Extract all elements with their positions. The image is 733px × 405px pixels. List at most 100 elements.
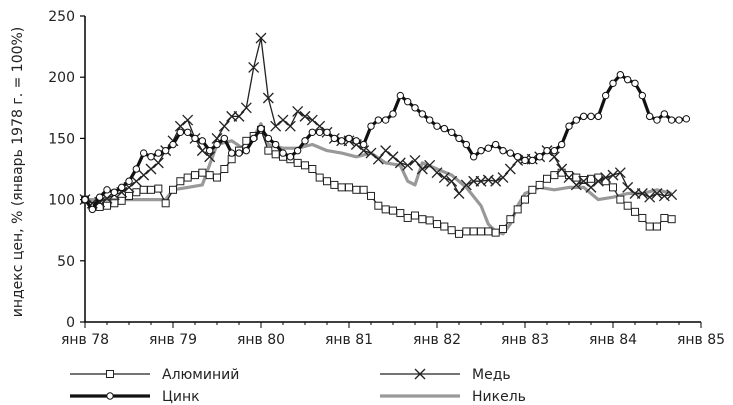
x-marker-stroke	[365, 147, 377, 159]
x-tick-label: янв 80	[237, 332, 285, 348]
data-point	[169, 140, 177, 149]
data-point	[81, 195, 89, 204]
x-tick-label: янв 83	[501, 332, 549, 348]
x-marker-stroke	[424, 159, 436, 171]
x-marker-stroke	[644, 191, 656, 203]
x-marker-stroke	[585, 181, 597, 193]
data-point	[213, 173, 221, 182]
data-point	[365, 147, 377, 159]
data-point	[477, 146, 485, 155]
data-point	[609, 183, 617, 192]
data-point	[235, 149, 243, 157]
data-point	[205, 171, 214, 180]
data-point	[213, 140, 221, 149]
data-point	[367, 122, 375, 130]
data-point	[666, 189, 678, 201]
data-point	[293, 158, 302, 167]
data-point	[462, 227, 471, 236]
data-point	[453, 188, 465, 199]
data-point	[191, 171, 199, 180]
data-point	[389, 206, 397, 215]
x-marker-stroke	[240, 102, 252, 114]
data-point	[587, 112, 595, 121]
y-tick-label: 100	[48, 193, 75, 209]
data-point	[293, 146, 302, 155]
data-point	[161, 146, 170, 155]
data-point	[578, 175, 590, 187]
data-point	[623, 201, 632, 210]
data-point	[438, 172, 450, 184]
data-point	[103, 186, 111, 194]
x-marker-stroke	[152, 157, 164, 169]
x-marker-stroke	[475, 175, 487, 187]
data-point	[409, 154, 421, 166]
data-point	[594, 112, 603, 121]
x-tick-label: янв 78	[61, 332, 109, 348]
data-point	[645, 112, 654, 121]
data-point	[270, 120, 282, 132]
series-3	[81, 71, 691, 214]
data-point	[550, 171, 559, 180]
data-point	[535, 180, 544, 189]
x-marker-stroke	[416, 163, 428, 175]
x-marker-stroke	[556, 163, 568, 175]
data-point	[653, 222, 661, 231]
legend-item-4: Никель	[380, 389, 526, 405]
x-marker-stroke	[270, 120, 282, 132]
y-tick-label: 250	[48, 9, 75, 25]
data-point	[139, 149, 148, 157]
data-point	[418, 110, 427, 118]
y-tick-label: 200	[48, 70, 75, 86]
data-point	[372, 153, 384, 165]
x-marker-stroke	[453, 188, 465, 199]
data-point	[623, 75, 632, 84]
data-point	[513, 205, 522, 214]
data-point	[491, 140, 500, 149]
data-point	[543, 174, 551, 183]
data-point	[176, 128, 185, 136]
data-point	[352, 137, 361, 145]
data-point	[484, 227, 493, 236]
data-point	[433, 122, 441, 130]
series-1	[81, 125, 676, 238]
x-marker-stroke	[314, 120, 326, 132]
x-tick-label: янв 81	[325, 332, 373, 348]
data-point	[477, 227, 485, 236]
data-point	[411, 104, 419, 112]
data-point	[103, 201, 111, 210]
data-point	[425, 116, 434, 124]
data-point	[455, 134, 463, 143]
x-marker-stroke	[394, 157, 406, 169]
data-point	[176, 177, 185, 186]
data-point	[358, 145, 370, 157]
data-point	[337, 183, 346, 192]
data-point	[638, 91, 647, 100]
x-marker-stroke	[101, 192, 113, 204]
x-marker-stroke	[414, 368, 426, 380]
data-point	[198, 137, 207, 145]
data-point	[638, 213, 647, 222]
data-point	[106, 392, 114, 400]
data-point	[374, 116, 383, 124]
data-point	[548, 151, 560, 163]
data-point	[455, 229, 463, 238]
data-point	[227, 149, 236, 157]
data-point	[106, 370, 114, 378]
data-point	[95, 193, 104, 201]
data-point	[675, 116, 683, 124]
data-point	[484, 144, 493, 152]
data-point	[506, 149, 515, 157]
data-point	[394, 157, 406, 169]
data-point	[440, 222, 449, 231]
data-point	[284, 120, 296, 132]
x-tick-label: янв 85	[677, 332, 725, 348]
data-point	[191, 134, 199, 143]
x-marker-stroke	[666, 189, 678, 201]
data-point	[389, 110, 397, 118]
data-point	[315, 128, 324, 136]
data-point	[543, 146, 551, 155]
data-point	[330, 134, 339, 143]
data-point	[117, 196, 126, 205]
data-point	[609, 79, 617, 88]
data-point	[460, 179, 472, 191]
